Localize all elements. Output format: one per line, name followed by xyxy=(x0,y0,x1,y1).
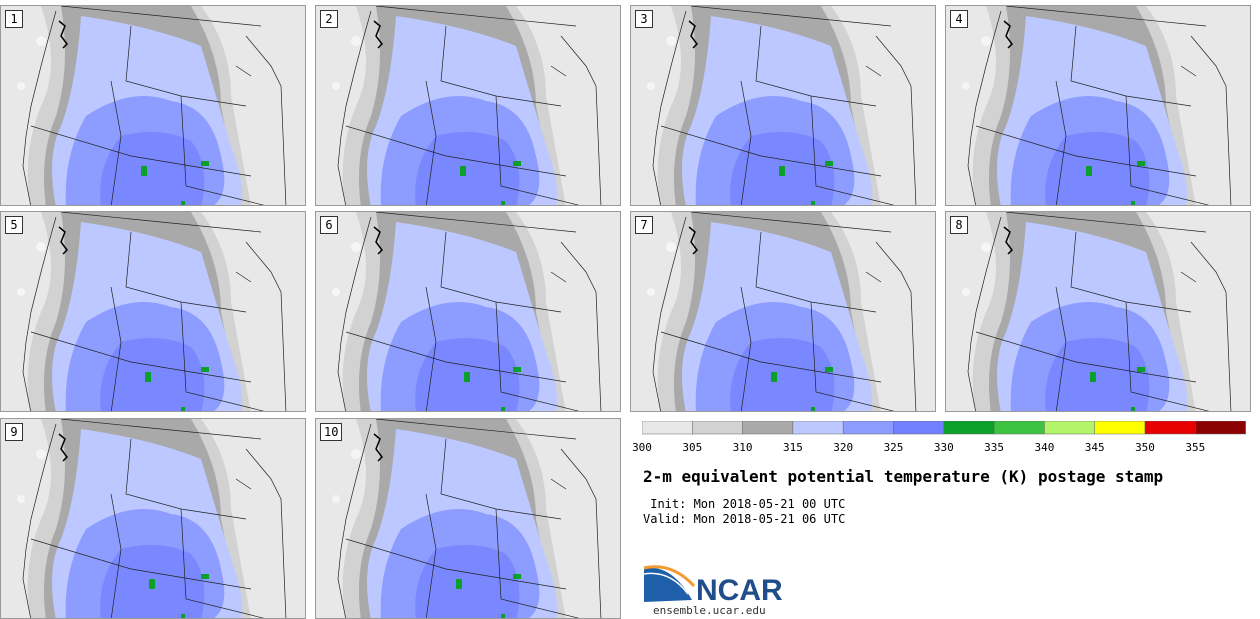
valid-time: Valid: Mon 2018-05-21 06 UTC xyxy=(643,512,846,526)
colorbar-segment xyxy=(642,421,693,435)
colorbar-segment xyxy=(993,421,1045,435)
member-label: 8 xyxy=(950,216,968,234)
map-field xyxy=(316,212,620,411)
member-label: 3 xyxy=(635,10,653,28)
colorbar-segment xyxy=(792,421,844,435)
member-panel-1: 1 xyxy=(0,5,306,206)
colorbar-tick-label: 350 xyxy=(1135,441,1155,454)
map-field xyxy=(946,212,1250,411)
map-field xyxy=(1,212,305,411)
member-panel-4: 4 xyxy=(945,5,1251,206)
colorbar-tick-label: 340 xyxy=(1034,441,1055,454)
colorbar-segment xyxy=(1044,421,1095,435)
map-field xyxy=(631,6,935,205)
member-label: 1 xyxy=(5,10,23,28)
member-label: 9 xyxy=(5,423,23,441)
member-panel-2: 2 xyxy=(315,5,621,206)
colorbar-tick-label: 310 xyxy=(732,441,753,454)
map-field xyxy=(316,6,620,205)
member-label: 10 xyxy=(320,423,343,441)
colorbar-segment xyxy=(742,421,794,435)
colorbar-segment xyxy=(692,421,743,435)
map-field xyxy=(316,419,620,618)
logo-text: NCAR xyxy=(696,574,783,606)
colorbar-tick-label: 305 xyxy=(682,441,703,454)
colorbar-tick-label: 355 xyxy=(1185,441,1206,454)
member-label: 4 xyxy=(950,10,968,28)
member-panel-7: 7 xyxy=(630,211,936,412)
member-label: 5 xyxy=(5,216,23,234)
colorbar-segment xyxy=(1094,421,1146,435)
member-panel-6: 6 xyxy=(315,211,621,412)
colorbar-tick-label: 320 xyxy=(833,441,854,454)
map-field xyxy=(1,419,305,618)
map-field xyxy=(1,6,305,205)
member-panel-8: 8 xyxy=(945,211,1251,412)
member-panel-10: 10 xyxy=(315,418,621,619)
map-field xyxy=(631,212,935,411)
member-label: 6 xyxy=(320,216,338,234)
member-panel-9: 9 xyxy=(0,418,306,619)
logo-swoosh-icon xyxy=(644,567,692,602)
member-panel-5: 5 xyxy=(0,211,306,412)
colorbar-tick-label: 315 xyxy=(782,441,803,454)
colorbar xyxy=(642,421,1246,435)
colorbar-tick-label: 330 xyxy=(933,441,954,454)
map-field xyxy=(946,6,1250,205)
colorbar-segment xyxy=(1195,421,1246,435)
colorbar-segment xyxy=(1144,421,1196,435)
colorbar-tick-label: 335 xyxy=(984,441,1005,454)
ncar-logo: NCAR xyxy=(643,565,783,606)
member-label: 7 xyxy=(635,216,653,234)
colorbar-tick-label: 345 xyxy=(1084,441,1105,454)
colorbar-segment xyxy=(893,421,945,435)
colorbar-segment xyxy=(842,421,894,435)
member-panel-3: 3 xyxy=(630,5,936,206)
plot-title: 2-m equivalent potential temperature (K)… xyxy=(643,467,1164,486)
colorbar-segment xyxy=(943,421,995,435)
init-time: Init: Mon 2018-05-21 00 UTC xyxy=(643,497,846,511)
colorbar-tick-label: 300 xyxy=(632,441,652,454)
member-label: 2 xyxy=(320,10,338,28)
colorbar-tick-label: 325 xyxy=(883,441,904,454)
logo-url: ensemble.ucar.edu xyxy=(653,604,766,617)
